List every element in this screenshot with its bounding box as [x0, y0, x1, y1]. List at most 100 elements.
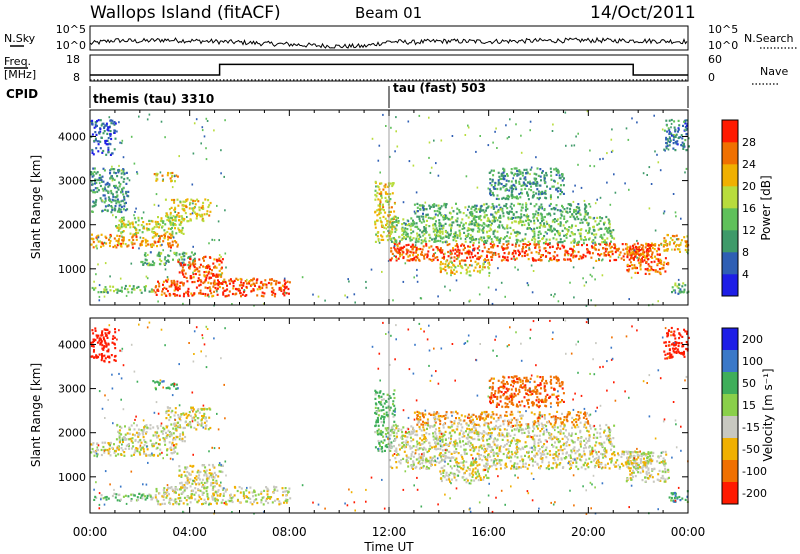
data-cell-11	[411, 244, 414, 247]
data-cell-4	[127, 190, 130, 193]
data-cell-12	[390, 240, 393, 243]
data-cell-8	[383, 439, 386, 442]
scatter-point	[205, 147, 207, 150]
data-cell-12	[439, 229, 441, 232]
data-cell-0	[114, 450, 117, 453]
data-cell-18	[527, 181, 530, 184]
data-cell-4	[212, 465, 215, 468]
data-cell-4	[189, 464, 192, 467]
data-cell-11	[523, 251, 526, 255]
scatter-point	[572, 200, 575, 203]
data-cell-1	[149, 439, 152, 442]
data-cell-12	[495, 236, 498, 239]
data-cell-5	[279, 502, 282, 505]
data-cell-11	[483, 246, 486, 249]
scatter-point	[437, 174, 440, 177]
scatter-point	[646, 174, 648, 176]
scatter-point	[353, 293, 356, 296]
data-cell-16	[679, 243, 682, 246]
data-cell-11	[453, 256, 456, 259]
data-cell-5	[193, 257, 196, 260]
data-cell-2	[169, 211, 172, 214]
data-cell-1	[118, 432, 121, 435]
data-cell-4	[121, 199, 124, 202]
data-cell-15	[646, 252, 649, 255]
data-cell-4	[203, 481, 206, 485]
data-cell-1	[142, 221, 145, 224]
data-cell-7	[100, 353, 103, 356]
data-cell-11	[605, 243, 608, 246]
data-cell-13	[576, 215, 579, 218]
data-cell-5	[167, 486, 170, 489]
data-cell-7	[283, 294, 286, 297]
data-cell-15	[654, 244, 657, 247]
data-cell-12	[543, 222, 546, 225]
data-cell-1	[115, 216, 117, 219]
data-cell-5	[144, 261, 147, 264]
scatter-point	[312, 293, 314, 296]
data-cell-18	[506, 173, 508, 176]
data-cell-0	[144, 453, 147, 456]
data-cell-3	[162, 380, 165, 383]
data-cell-13	[424, 215, 427, 218]
data-cell-3	[155, 179, 158, 182]
data-cell-4	[116, 186, 119, 189]
data-cell-7	[211, 295, 214, 298]
data-cell-0	[116, 448, 119, 451]
data-cell-5	[254, 494, 257, 497]
data-cell-12	[481, 229, 484, 232]
data-cell-12	[486, 219, 489, 222]
data-cell-5	[189, 496, 192, 499]
colorbar-tick-label: 12	[742, 224, 756, 237]
data-cell-6	[215, 258, 218, 261]
data-cell-12	[422, 230, 425, 233]
data-cell-1	[137, 435, 140, 438]
data-cell-9	[610, 459, 613, 462]
data-cell-5	[192, 253, 195, 256]
scatter-point	[416, 280, 419, 283]
data-cell-0	[131, 447, 133, 450]
data-cell-15	[656, 253, 659, 256]
data-cell-3	[157, 381, 160, 384]
data-cell-4	[111, 208, 114, 212]
data-cell-12	[573, 217, 576, 220]
data-cell-11	[441, 249, 444, 252]
data-cell-17	[674, 129, 677, 132]
data-cell-2	[178, 219, 180, 222]
data-cell-5	[262, 496, 265, 499]
data-cell-11	[581, 244, 583, 247]
data-cell-12	[393, 237, 395, 240]
data-cell-7	[260, 286, 263, 289]
data-cell-5	[141, 260, 144, 264]
data-cell-6	[208, 276, 211, 279]
data-cell-11	[527, 258, 530, 261]
data-cell-12	[519, 218, 522, 221]
data-cell-10	[376, 209, 379, 212]
data-cell-11	[443, 256, 446, 259]
data-cell-12	[570, 241, 573, 244]
data-cell-5	[205, 487, 208, 490]
data-cell-4	[104, 188, 107, 191]
data-cell-13	[444, 214, 447, 217]
data-cell-7	[207, 294, 209, 297]
data-cell-13	[574, 210, 577, 213]
data-cell-1	[168, 219, 170, 222]
data-cell-7	[240, 284, 243, 287]
data-cell-8	[393, 434, 396, 438]
scatter-point	[482, 229, 485, 232]
data-cell-4	[180, 475, 183, 478]
data-cell-13	[513, 204, 515, 207]
data-cell-7	[113, 359, 116, 362]
data-cell-12	[395, 241, 398, 244]
data-cell-5	[155, 490, 158, 493]
scatter-point	[577, 132, 579, 135]
data-cell-12	[449, 234, 452, 237]
data-cell-6	[220, 267, 223, 270]
data-cell-13	[428, 204, 431, 207]
data-cell-11	[586, 243, 588, 247]
data-cell-18	[500, 182, 503, 186]
data-cell-5	[212, 485, 215, 488]
data-cell-2	[202, 219, 205, 223]
data-cell-12	[475, 238, 478, 241]
data-cell-5	[140, 260, 143, 264]
